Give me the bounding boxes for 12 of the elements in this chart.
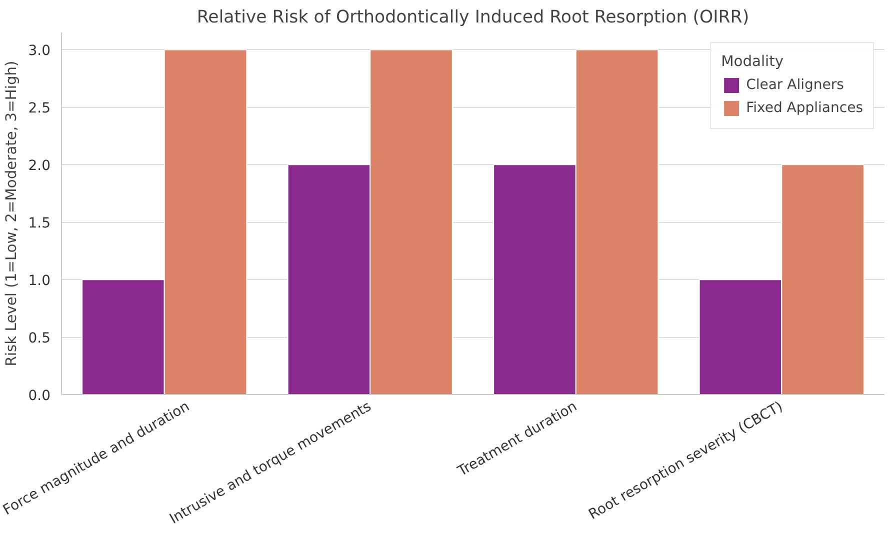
- legend-title: Modality: [721, 53, 785, 70]
- legend-label: Fixed Appliances: [746, 100, 863, 116]
- y-tick-label: 2.0: [28, 158, 50, 174]
- legend-label: Clear Aligners: [746, 77, 844, 93]
- y-tick-label: 1.5: [28, 216, 50, 232]
- y-axis-title: Risk Level (1=Low, 2=Moderate, 3=High): [3, 60, 20, 366]
- y-tick-label: 1.0: [28, 273, 50, 290]
- y-tick-label: 3.0: [28, 43, 50, 60]
- y-tick-label: 0.0: [28, 388, 50, 404]
- y-tick-label: 2.5: [28, 100, 50, 117]
- y-tick-label: 0.5: [28, 330, 50, 347]
- chart-title: Relative Risk of Orthodontically Induced Root Resorption (OIRR): [196, 8, 750, 28]
